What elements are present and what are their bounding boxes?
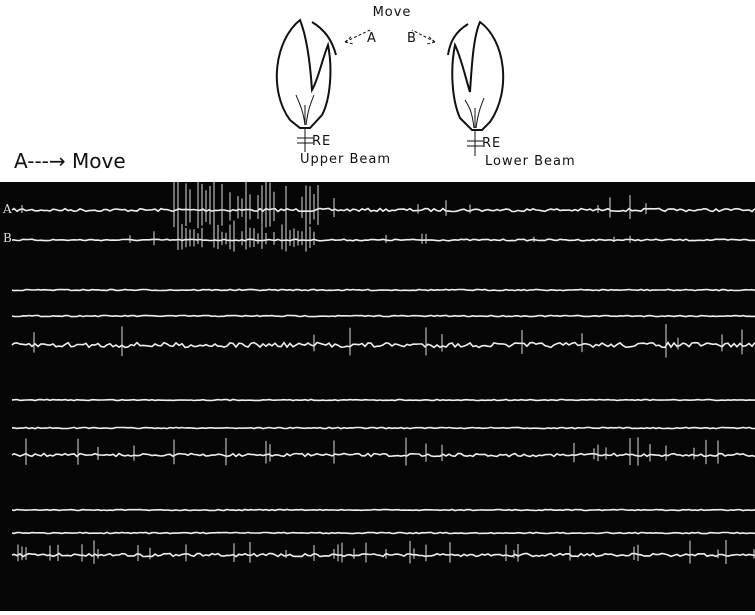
trace (11, 508, 755, 512)
beam-caption: Upper Beam (300, 152, 391, 167)
electrode-label: RE (482, 136, 501, 151)
traces (11, 178, 755, 564)
figure-heading: A---→ Move (14, 149, 126, 173)
trace (11, 288, 755, 292)
oscilloscope-record (0, 182, 755, 611)
electrode-label: RE (312, 134, 331, 149)
trace-label: B (3, 231, 12, 245)
trace (11, 426, 755, 430)
trace (11, 452, 755, 458)
move-label: Move (373, 5, 412, 20)
trace-label: A (2, 202, 12, 216)
trace (11, 398, 755, 402)
arrow-label: B (407, 31, 417, 46)
trace (11, 552, 755, 558)
trace (11, 207, 755, 213)
left-claw-diagram (275, 18, 337, 152)
move-arrows (344, 29, 436, 45)
trace (11, 314, 755, 318)
trace (11, 531, 755, 535)
trace (11, 341, 755, 349)
arrow-label: A (367, 31, 377, 46)
right-claw-diagram (447, 20, 505, 156)
trace (11, 238, 755, 242)
beam-caption: Lower Beam (485, 154, 576, 169)
